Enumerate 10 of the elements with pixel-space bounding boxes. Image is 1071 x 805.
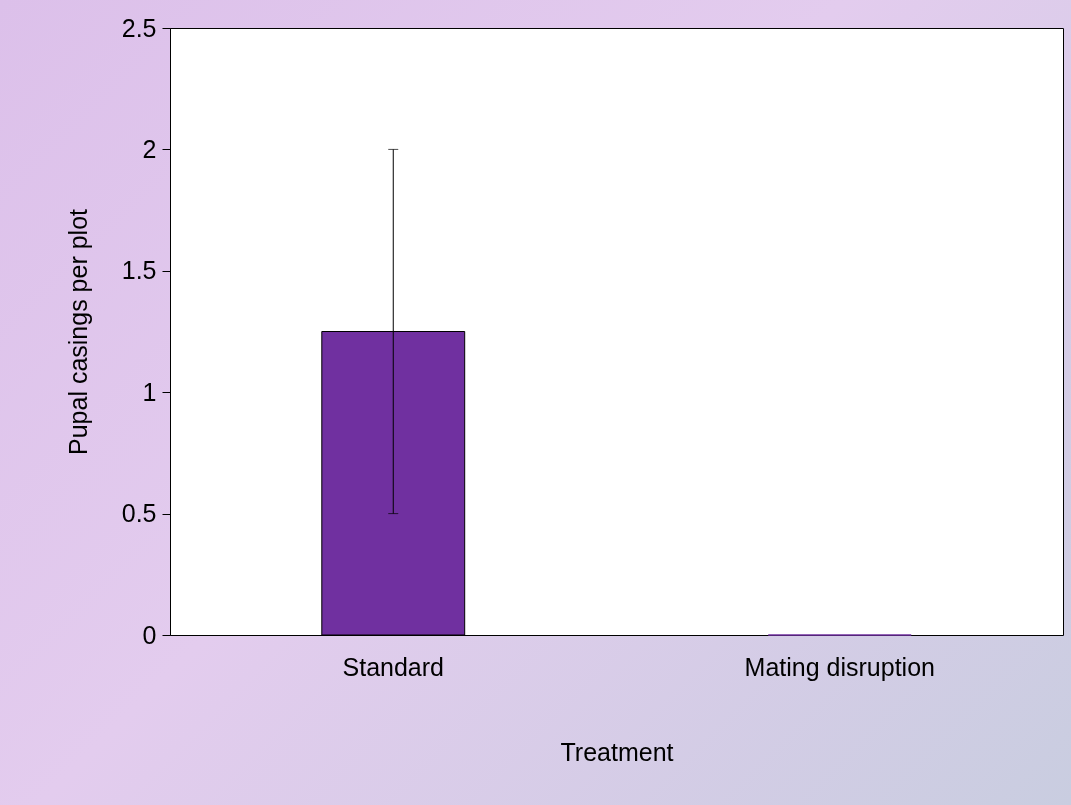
- y-tick-label: 2: [142, 134, 157, 163]
- x-axis-title: Treatment: [560, 737, 674, 766]
- x-tick-label: Standard: [342, 652, 444, 681]
- y-axis-title: Pupal casings per plot: [63, 208, 92, 455]
- y-tick-label: 1: [142, 377, 157, 406]
- y-tick-label: 2.5: [121, 13, 157, 42]
- y-tick-label: 0: [142, 620, 157, 649]
- y-tick-label: 1.5: [121, 256, 157, 285]
- x-tick-label: Mating disruption: [744, 652, 935, 681]
- y-tick-label: 0.5: [121, 499, 157, 528]
